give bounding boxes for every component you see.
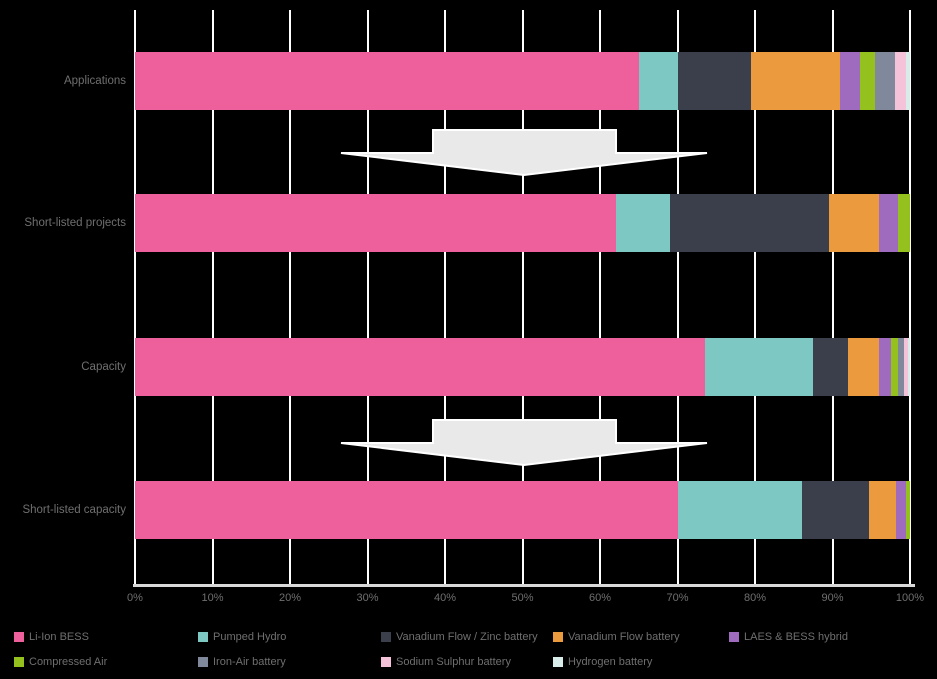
- bar-segment: [135, 338, 705, 396]
- gridline: [366, 10, 369, 584]
- legend-swatch-icon: [14, 632, 24, 642]
- legend-label: Vanadium Flow battery: [568, 631, 680, 643]
- legend-label: Compressed Air: [29, 656, 108, 668]
- bar-segment: [669, 194, 829, 252]
- legend-label: Sodium Sulphur battery: [396, 656, 511, 668]
- legend-swatch-icon: [198, 632, 208, 642]
- legend-swatch-icon: [381, 657, 391, 667]
- bar-row: [135, 338, 910, 396]
- legend-swatch-icon: [553, 657, 563, 667]
- legend-label: Iron-Air battery: [213, 656, 286, 668]
- legend-item: Vanadium Flow / Zinc battery: [381, 631, 538, 643]
- legend-swatch-icon: [198, 657, 208, 667]
- gridline: [831, 10, 834, 584]
- bar-segment: [828, 194, 879, 252]
- x-axis-line: [133, 584, 915, 587]
- legend-item: Iron-Air battery: [198, 656, 286, 668]
- legend-label: Li-Ion BESS: [29, 631, 89, 643]
- bar-segment: [677, 52, 752, 110]
- bar-segment: [896, 481, 907, 539]
- bar-row: [135, 194, 910, 252]
- category-label: Short-listed capacity: [22, 504, 126, 516]
- legend-label: Pumped Hydro: [213, 631, 287, 643]
- bar-segment: [875, 52, 895, 110]
- bar-segment: [906, 52, 910, 110]
- bar-segment: [638, 52, 678, 110]
- bar-segment: [615, 194, 670, 252]
- legend-item: Hydrogen battery: [553, 656, 652, 668]
- bar-segment: [813, 338, 848, 396]
- x-axis-tick-label: 20%: [278, 592, 302, 604]
- gridline: [444, 10, 446, 584]
- x-axis-tick-label: 60%: [588, 592, 612, 604]
- legend-item: Li-Ion BESS: [14, 631, 89, 643]
- gridline: [521, 10, 524, 584]
- category-label: Short-listed projects: [24, 217, 126, 229]
- bar-segment: [894, 52, 907, 110]
- category-label: Applications: [63, 75, 126, 87]
- bar-segment: [904, 338, 909, 396]
- bar-segment: [898, 338, 905, 396]
- legend-swatch-icon: [553, 632, 563, 642]
- bar-segment: [677, 481, 802, 539]
- legend-label: Vanadium Flow / Zinc battery: [396, 631, 538, 643]
- legend-item: LAES & BESS hybrid: [729, 631, 848, 643]
- x-axis-tick-label: 50%: [511, 592, 534, 604]
- legend-label: Hydrogen battery: [568, 656, 653, 668]
- bar-segment: [898, 194, 910, 252]
- bar-segment: [859, 52, 876, 110]
- gridline: [211, 10, 214, 584]
- down-arrow-icon: [340, 129, 708, 177]
- legend-swatch-icon: [729, 632, 739, 642]
- bar-segment: [869, 481, 897, 539]
- bar-segment: [751, 52, 841, 110]
- bar-segment: [135, 481, 678, 539]
- x-axis-tick-label: 90%: [821, 592, 844, 604]
- x-axis-tick-label: 10%: [201, 592, 224, 604]
- x-axis-tick-label: 100%: [895, 592, 925, 604]
- bar-segment: [890, 338, 899, 396]
- legend-item: Pumped Hydro: [198, 631, 286, 643]
- legend-swatch-icon: [381, 632, 391, 642]
- gridline: [289, 10, 291, 584]
- legend-item: Vanadium Flow battery: [553, 631, 680, 643]
- legend-item: Compressed Air: [14, 656, 107, 668]
- bar-segment: [704, 338, 814, 396]
- bar-segment: [840, 52, 860, 110]
- legend-label: LAES & BESS hybrid: [744, 631, 848, 643]
- x-axis-tick-label: 40%: [433, 592, 457, 604]
- x-axis-tick-label: 30%: [356, 592, 379, 604]
- bar-segment: [135, 52, 639, 110]
- down-arrow-icon: [340, 419, 708, 467]
- bar-row: [135, 481, 910, 539]
- legend-swatch-icon: [14, 657, 24, 667]
- gridline: [599, 10, 601, 584]
- bar-segment: [908, 338, 910, 396]
- legend-item: Sodium Sulphur battery: [381, 656, 511, 668]
- gridline: [134, 10, 136, 584]
- bar-row: [135, 52, 910, 110]
- x-axis-tick-label: 70%: [666, 592, 689, 604]
- bar-segment: [848, 338, 879, 396]
- gridline: [676, 10, 679, 584]
- bar-segment: [879, 338, 891, 396]
- gridline: [754, 10, 756, 584]
- bar-segment: [879, 194, 899, 252]
- x-axis-tick-label: 80%: [743, 592, 767, 604]
- bar-segment: [135, 194, 616, 252]
- x-axis-tick-label: 0%: [127, 592, 143, 604]
- bar-segment: [906, 481, 910, 539]
- category-label: Capacity: [81, 361, 126, 373]
- bar-segment: [801, 481, 870, 539]
- gridline: [909, 10, 911, 584]
